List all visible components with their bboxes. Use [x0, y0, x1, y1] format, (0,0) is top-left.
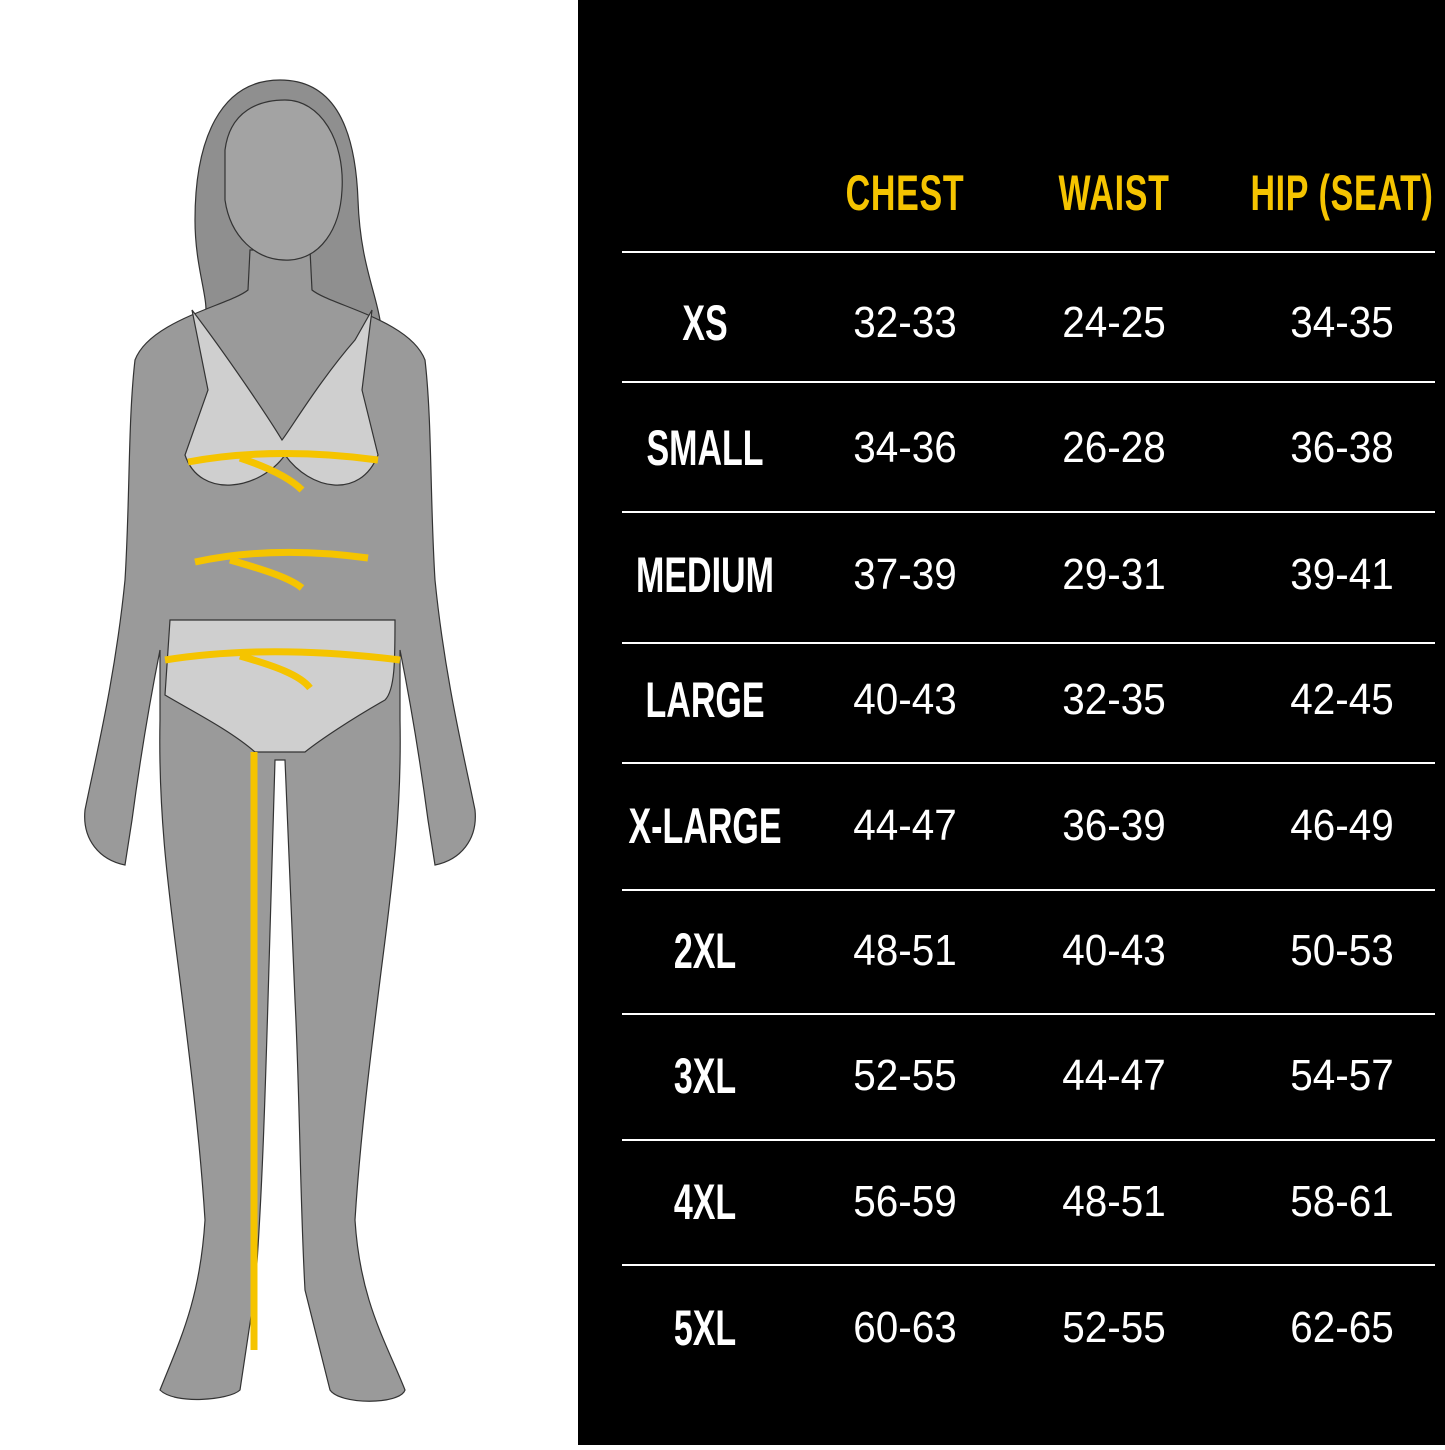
row-divider [622, 511, 1435, 513]
cell-size: 2XL [673, 923, 737, 979]
cell-waist: 48-51 [1062, 1177, 1166, 1226]
cell-size: MEDIUM [636, 547, 774, 603]
cell-chest: 40-43 [853, 675, 957, 724]
table-row: 2XL 48-51 40-43 50-53 [578, 921, 1445, 981]
cell-chest: 56-59 [853, 1177, 957, 1226]
cell-hip: 58-61 [1290, 1177, 1394, 1226]
cell-waist: 32-35 [1062, 675, 1166, 724]
cell-hip: 34-35 [1290, 298, 1394, 347]
table-row: 5XL 60-63 52-55 62-65 [578, 1298, 1445, 1358]
row-divider [622, 762, 1435, 764]
figure-panel [0, 0, 578, 1445]
row-divider [622, 1139, 1435, 1141]
table-row: 3XL 52-55 44-47 54-57 [578, 1046, 1445, 1106]
cell-size: X-LARGE [628, 798, 782, 854]
table-row: LARGE 40-43 32-35 42-45 [578, 670, 1445, 730]
cell-waist: 29-31 [1062, 550, 1166, 599]
cell-chest: 32-33 [853, 298, 957, 347]
table-row: X-LARGE 44-47 36-39 46-49 [578, 796, 1445, 856]
row-divider [622, 251, 1435, 253]
header-chest: CHEST [845, 165, 965, 221]
cell-chest: 37-39 [853, 550, 957, 599]
header-hip: HIP (SEAT) [1250, 165, 1434, 221]
table-row: SMALL 34-36 26-28 36-38 [578, 418, 1445, 478]
female-body-measurement-icon [84, 79, 476, 1402]
cell-hip: 46-49 [1290, 801, 1394, 850]
row-divider [622, 1013, 1435, 1015]
cell-waist: 40-43 [1062, 926, 1166, 975]
cell-hip: 36-38 [1290, 423, 1394, 472]
row-divider [622, 381, 1435, 383]
cell-size: 4XL [673, 1174, 737, 1230]
row-divider [622, 642, 1435, 644]
row-divider [622, 889, 1435, 891]
cell-waist: 24-25 [1062, 298, 1166, 347]
tape-measure-lines [164, 450, 401, 1350]
cell-chest: 48-51 [853, 926, 957, 975]
cell-size: XS [682, 295, 728, 351]
table-row: XS 32-33 24-25 34-35 [578, 293, 1445, 353]
cell-waist: 36-39 [1062, 801, 1166, 850]
cell-waist: 52-55 [1062, 1303, 1166, 1352]
cell-hip: 54-57 [1290, 1051, 1394, 1100]
cell-chest: 34-36 [853, 423, 957, 472]
cell-hip: 39-41 [1290, 550, 1394, 599]
cell-waist: 44-47 [1062, 1051, 1166, 1100]
row-divider [622, 1264, 1435, 1266]
cell-size: LARGE [645, 672, 765, 728]
cell-waist: 26-28 [1062, 423, 1166, 472]
cell-size: 3XL [673, 1048, 737, 1104]
size-table: CHEST WAIST HIP (SEAT) XS 32-33 24-25 34-35… [578, 0, 1445, 1445]
header-waist: WAIST [1058, 165, 1170, 221]
cell-chest: 52-55 [853, 1051, 957, 1100]
cell-hip: 50-53 [1290, 926, 1394, 975]
cell-hip: 42-45 [1290, 675, 1394, 724]
cell-chest: 60-63 [853, 1303, 957, 1352]
table-row: 4XL 56-59 48-51 58-61 [578, 1172, 1445, 1232]
table-row: MEDIUM 37-39 29-31 39-41 [578, 545, 1445, 605]
cell-size: SMALL [646, 420, 764, 476]
cell-size: 5XL [673, 1300, 737, 1356]
cell-hip: 62-65 [1290, 1303, 1394, 1352]
cell-chest: 44-47 [853, 801, 957, 850]
